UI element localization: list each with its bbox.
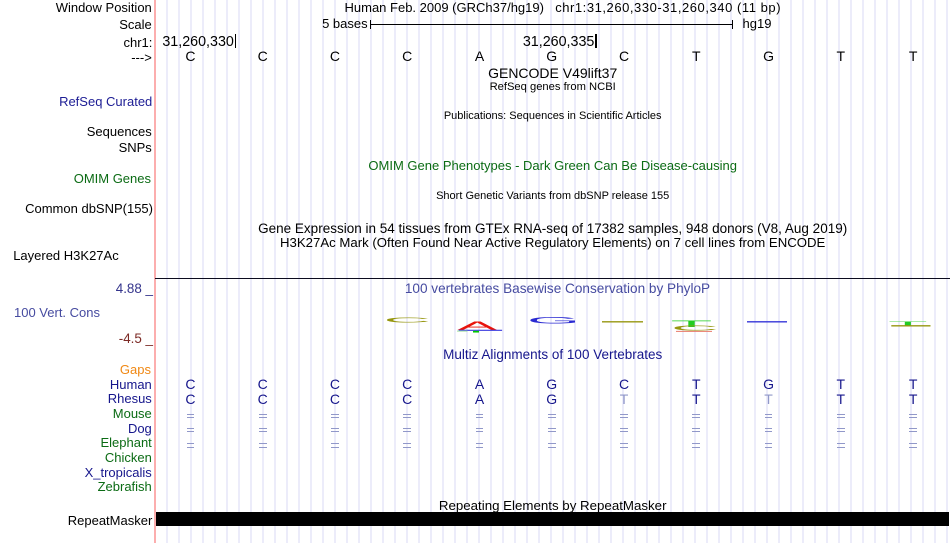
svg-text:C: C [671,323,719,332]
svg-text:T: T [888,321,928,327]
svg-text:T: T [671,319,713,329]
svg-text:A: A [457,320,497,333]
svg-text:G: G [527,315,580,325]
svg-text:C: C [384,316,431,324]
